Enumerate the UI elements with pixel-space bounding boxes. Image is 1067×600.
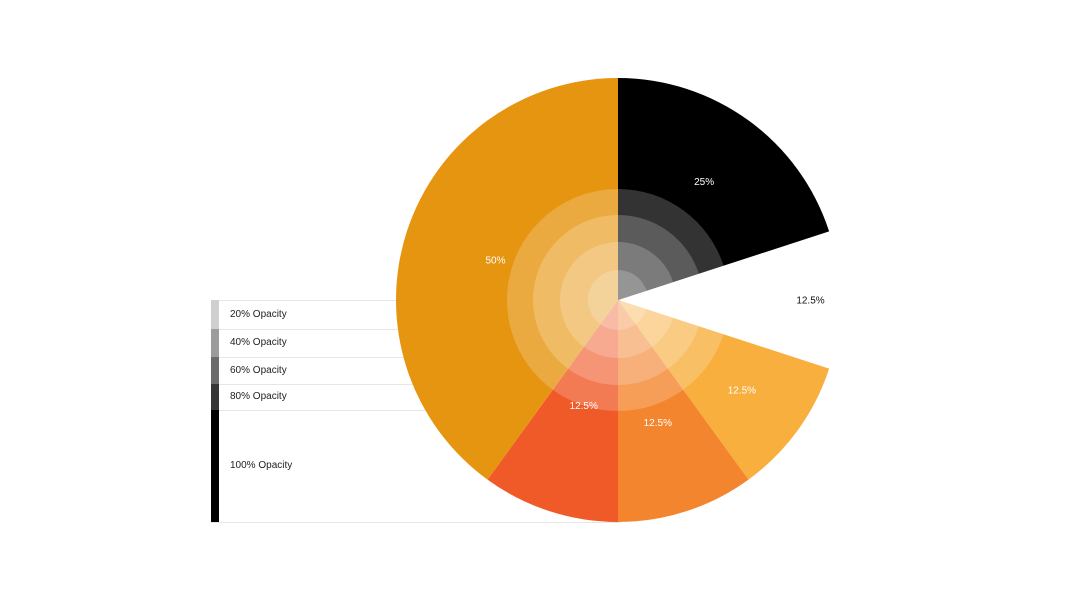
legend-label-20: 20% Opacity	[230, 308, 287, 320]
opacity-ring-1-slice-1	[618, 189, 724, 300]
slice-label-4: 12.5%	[644, 418, 672, 429]
opacity-ring-4-slice-5	[600, 300, 618, 330]
opacity-ring-2-slice-1	[618, 215, 699, 300]
legend-swatch-60	[211, 357, 219, 384]
opacity-ring-2-slice-4	[618, 300, 668, 385]
slice-label-5: 12.5%	[570, 401, 598, 412]
pie-slice-5	[487, 300, 618, 522]
pie-slice-2	[624, 231, 846, 369]
legend-item-100: 100% Opacity	[211, 410, 621, 523]
legend-swatch-20	[211, 300, 219, 329]
opacity-ring-1-slice-5	[552, 300, 618, 411]
opacity-ring-2-slice-5	[568, 300, 618, 385]
opacity-ring-2-slice-3	[618, 300, 699, 369]
opacity-ring-3-slice-1	[618, 242, 674, 300]
opacity-ring-3-slice-6	[560, 242, 618, 347]
slice-label-6: 50%	[485, 256, 505, 267]
pie-slices	[396, 78, 846, 522]
legend-swatch-100	[211, 410, 219, 522]
opacity-ring-3-slice-4	[618, 300, 653, 358]
slice-labels: 25% 12.5% 12.5% 12.5% 12.5% 50%	[485, 177, 824, 429]
opacity-ring-1-slice-6	[507, 189, 618, 390]
legend-swatch-40	[211, 329, 219, 357]
opacity-ring-2-slice-6	[532, 215, 618, 369]
opacity-rings	[507, 189, 724, 411]
opacity-ring-4-slice-4	[618, 300, 636, 330]
slice-label-3: 12.5%	[728, 386, 756, 397]
legend-item-80: 80% Opacity	[211, 384, 621, 411]
slice-label-1: 25%	[694, 177, 714, 188]
pie-slice-6	[396, 78, 618, 480]
opacity-ring-3-slice-5	[583, 300, 618, 358]
opacity-ring-4-slice-3	[618, 300, 647, 325]
pie-slice-1	[618, 78, 830, 300]
opacity-ring-3-slice-3	[618, 300, 674, 347]
opacity-ring-4-slice-6	[588, 270, 618, 325]
slice-label-2: 12.5%	[796, 296, 824, 307]
opacity-ring-4-slice-1	[618, 270, 647, 300]
legend-label-80: 80% Opacity	[230, 391, 287, 402]
pie-slice-4	[618, 300, 749, 522]
pie-slice-3	[618, 300, 830, 480]
opacity-ring-1-slice-3	[618, 300, 724, 390]
legend-label-100: 100% Opacity	[230, 460, 293, 471]
opacity-ring-1-slice-4	[618, 300, 684, 411]
legend-label-40: 40% Opacity	[230, 337, 287, 348]
legend-label-60: 60% Opacity	[230, 364, 287, 376]
legend-swatch-80	[211, 384, 219, 410]
